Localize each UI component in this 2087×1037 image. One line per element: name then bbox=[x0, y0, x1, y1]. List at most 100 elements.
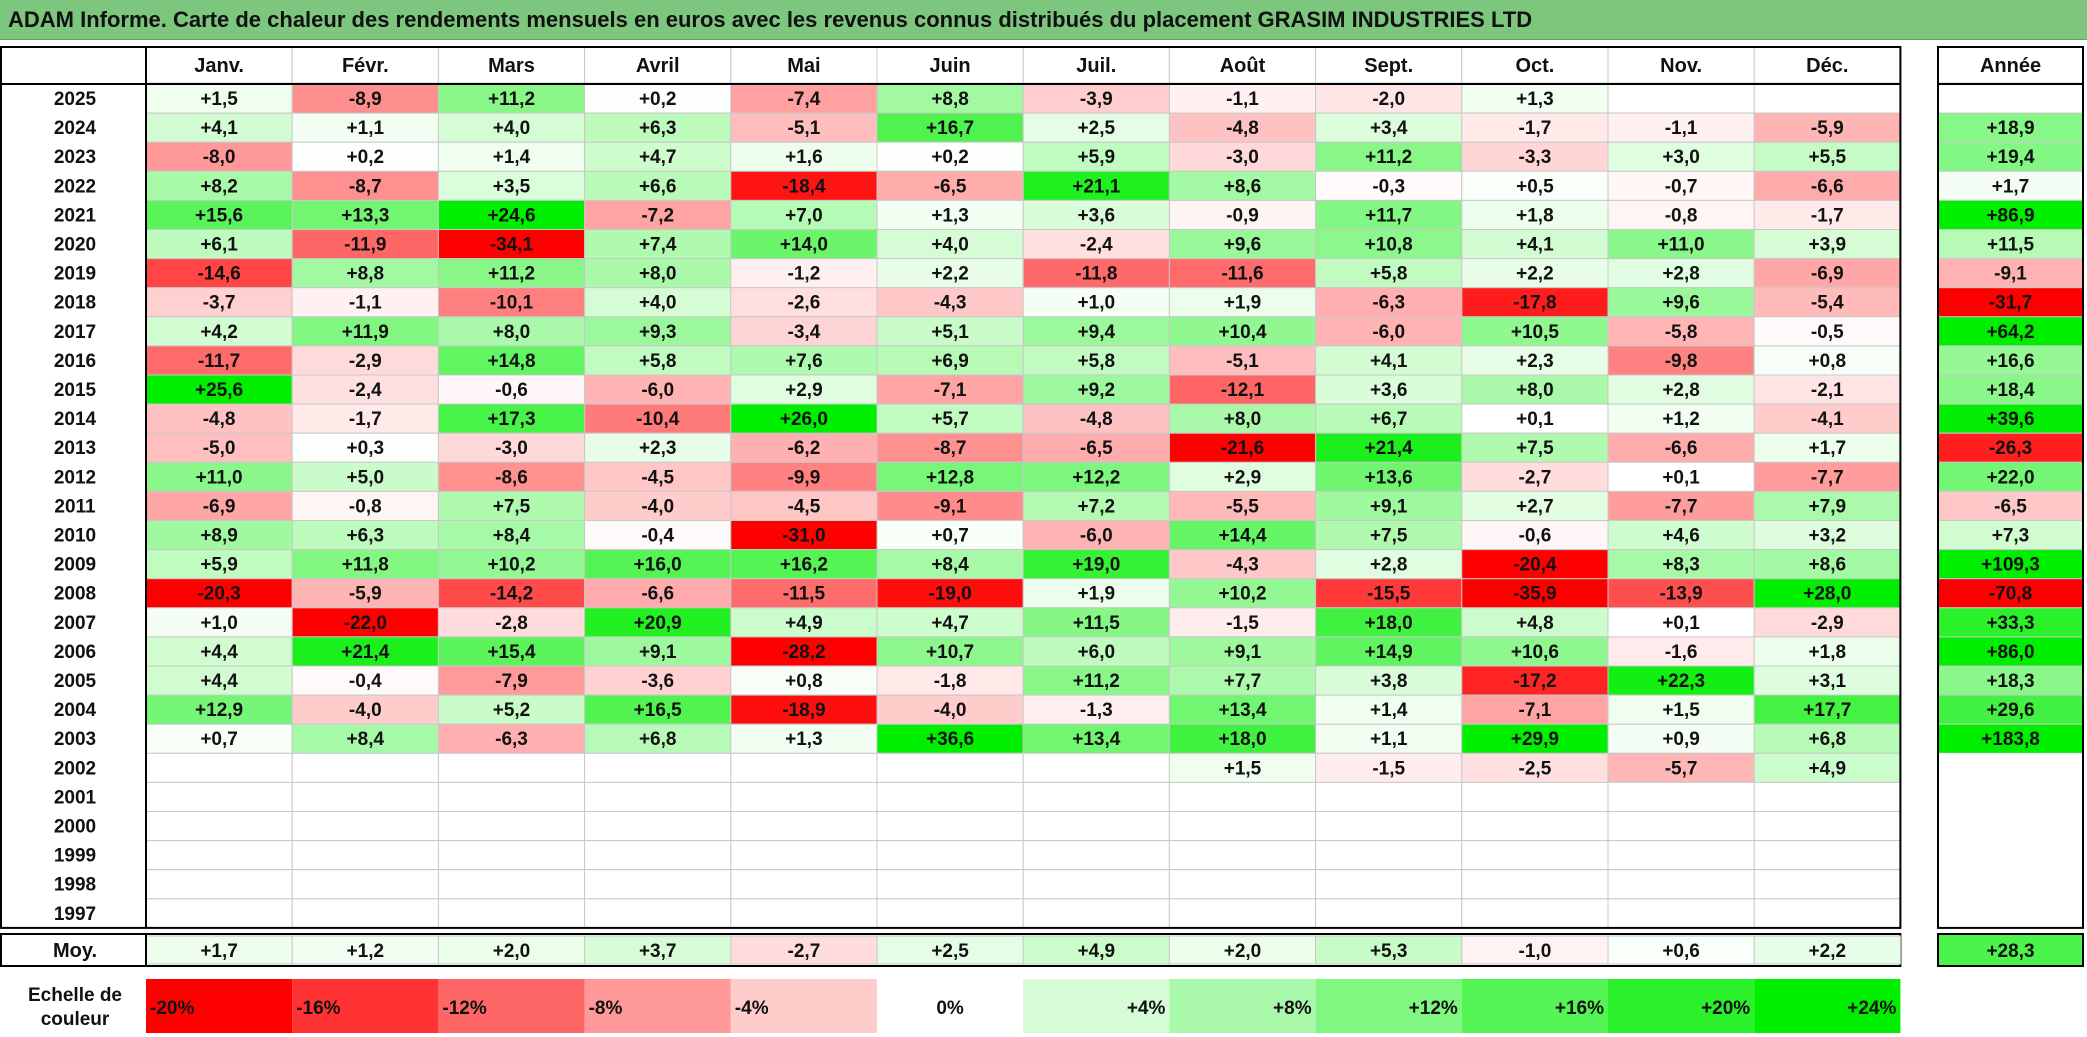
annual-cell bbox=[1938, 840, 2083, 870]
heatmap-cell bbox=[1168, 490, 1317, 521]
scale-swatch bbox=[730, 979, 877, 1033]
cell-value: -3,0 bbox=[495, 438, 528, 459]
cell-value: -7,4 bbox=[788, 89, 821, 110]
cell-value: -0,4 bbox=[641, 526, 674, 547]
heatmap-cell bbox=[291, 781, 439, 813]
heatmap-cell bbox=[291, 403, 439, 434]
heatmap-cell bbox=[145, 316, 293, 347]
heatmap-cell bbox=[584, 141, 732, 172]
annual-cell bbox=[1937, 170, 2084, 201]
cell-value: -7,1 bbox=[934, 380, 967, 401]
heatmap-cell bbox=[1753, 83, 1901, 114]
heatmap-cell bbox=[1753, 578, 1901, 609]
heatmap-cell bbox=[437, 549, 586, 580]
cell-value: -3,6 bbox=[641, 671, 674, 692]
month-header-label: Déc. bbox=[1806, 55, 1848, 77]
cell-value: +3,4 bbox=[1370, 118, 1408, 139]
cell-value: -18,9 bbox=[782, 700, 825, 721]
annual-cell bbox=[1937, 461, 2084, 492]
average-cell bbox=[291, 935, 439, 965]
cell-value: +3,6 bbox=[1078, 205, 1116, 226]
month-header-label: Oct. bbox=[1515, 55, 1554, 77]
heatmap-cell bbox=[1607, 490, 1755, 521]
cell-value: +12,2 bbox=[1072, 467, 1120, 488]
cell-value: +9,1 bbox=[639, 642, 677, 663]
cell-value: +2,5 bbox=[1078, 118, 1116, 139]
heatmap-cell bbox=[584, 781, 732, 813]
heatmap-cell bbox=[730, 170, 878, 201]
annual-value: -70,8 bbox=[1989, 584, 2032, 605]
scale-swatch bbox=[1608, 979, 1755, 1033]
scale-swatch bbox=[1169, 979, 1316, 1033]
annual-cell bbox=[1937, 374, 2084, 405]
cell-value: +6,7 bbox=[1370, 409, 1408, 430]
heatmap-cell bbox=[1461, 432, 1609, 463]
heatmap-cell bbox=[291, 694, 439, 725]
scale-swatch bbox=[1754, 979, 1901, 1033]
heatmap-cell bbox=[730, 345, 878, 376]
heatmap-cell bbox=[584, 869, 732, 900]
annual-cell bbox=[1937, 723, 2084, 754]
cell-value: +2,3 bbox=[1516, 351, 1554, 372]
heatmap-cell bbox=[1315, 170, 1463, 201]
cell-value: +3,0 bbox=[1662, 147, 1700, 168]
annual-cell bbox=[1938, 898, 2083, 928]
scale-item-label: -20% bbox=[150, 998, 194, 1019]
cell-value: -5,5 bbox=[1226, 496, 1259, 517]
heatmap-cell bbox=[1168, 199, 1317, 230]
cell-value: -8,9 bbox=[349, 89, 382, 110]
average-value: +2,0 bbox=[493, 941, 531, 962]
heatmap-cell bbox=[145, 199, 293, 230]
heatmap-cell bbox=[1461, 345, 1609, 376]
heatmap-cell bbox=[291, 461, 439, 492]
cell-value: +9,3 bbox=[639, 322, 677, 343]
cell-value: -6,5 bbox=[1080, 438, 1113, 459]
cell-value: -6,6 bbox=[1811, 176, 1844, 197]
cell-value: -7,2 bbox=[641, 205, 674, 226]
heatmap-cell bbox=[1461, 811, 1609, 842]
month-header-label: Juil. bbox=[1076, 55, 1116, 77]
heatmap-cell bbox=[1168, 83, 1317, 114]
cell-value: -6,5 bbox=[934, 176, 967, 197]
title-bar: ADAM Informe. Carte de chaleur des rende… bbox=[0, 0, 2087, 40]
month-header-cell bbox=[437, 46, 586, 84]
heatmap-cell bbox=[1168, 694, 1317, 725]
cell-value: +0,9 bbox=[1662, 729, 1700, 750]
cell-value: -5,9 bbox=[349, 584, 382, 605]
heatmap-cell bbox=[1168, 520, 1317, 551]
heatmap-cell bbox=[1168, 578, 1317, 609]
cell-value: +13,4 bbox=[1218, 700, 1267, 721]
heatmap-cell bbox=[437, 578, 586, 609]
cell-value: -6,9 bbox=[203, 496, 236, 517]
month-header-label: Avril bbox=[636, 55, 680, 77]
year-label: 2005 bbox=[54, 671, 97, 692]
year-label: 2008 bbox=[54, 584, 96, 605]
cell-value: -14,2 bbox=[490, 584, 533, 605]
year-label: 2020 bbox=[54, 235, 96, 256]
heatmap-cell bbox=[1753, 781, 1901, 813]
cell-value: +5,5 bbox=[1809, 147, 1847, 168]
month-header-label: Août bbox=[1220, 55, 1266, 77]
cell-value: -2,4 bbox=[1080, 235, 1113, 256]
heatmap-cell bbox=[437, 898, 586, 929]
heatmap-cell bbox=[584, 723, 732, 754]
scale-item-label: 0% bbox=[936, 998, 964, 1019]
heatmap-cell bbox=[876, 199, 1024, 230]
heatmap-cell bbox=[437, 316, 586, 347]
cell-value: +0,8 bbox=[1809, 351, 1847, 372]
heatmap-cell bbox=[291, 83, 439, 114]
heatmap-cell bbox=[1607, 869, 1755, 900]
heatmap-cell bbox=[1753, 432, 1901, 463]
cell-value: +14,9 bbox=[1365, 642, 1413, 663]
year-label: 2010 bbox=[54, 526, 96, 547]
year-label: 2004 bbox=[54, 700, 97, 721]
cell-value: -8,7 bbox=[349, 176, 382, 197]
heatmap-cell bbox=[876, 229, 1024, 260]
heatmap-cell bbox=[437, 723, 586, 754]
year-label: 2014 bbox=[54, 409, 97, 430]
scale-swatch bbox=[292, 979, 439, 1033]
heatmap-cell bbox=[437, 83, 586, 114]
cell-value: +16,5 bbox=[634, 700, 683, 721]
heatmap-cell bbox=[437, 694, 586, 725]
heatmap-cell bbox=[291, 316, 439, 347]
